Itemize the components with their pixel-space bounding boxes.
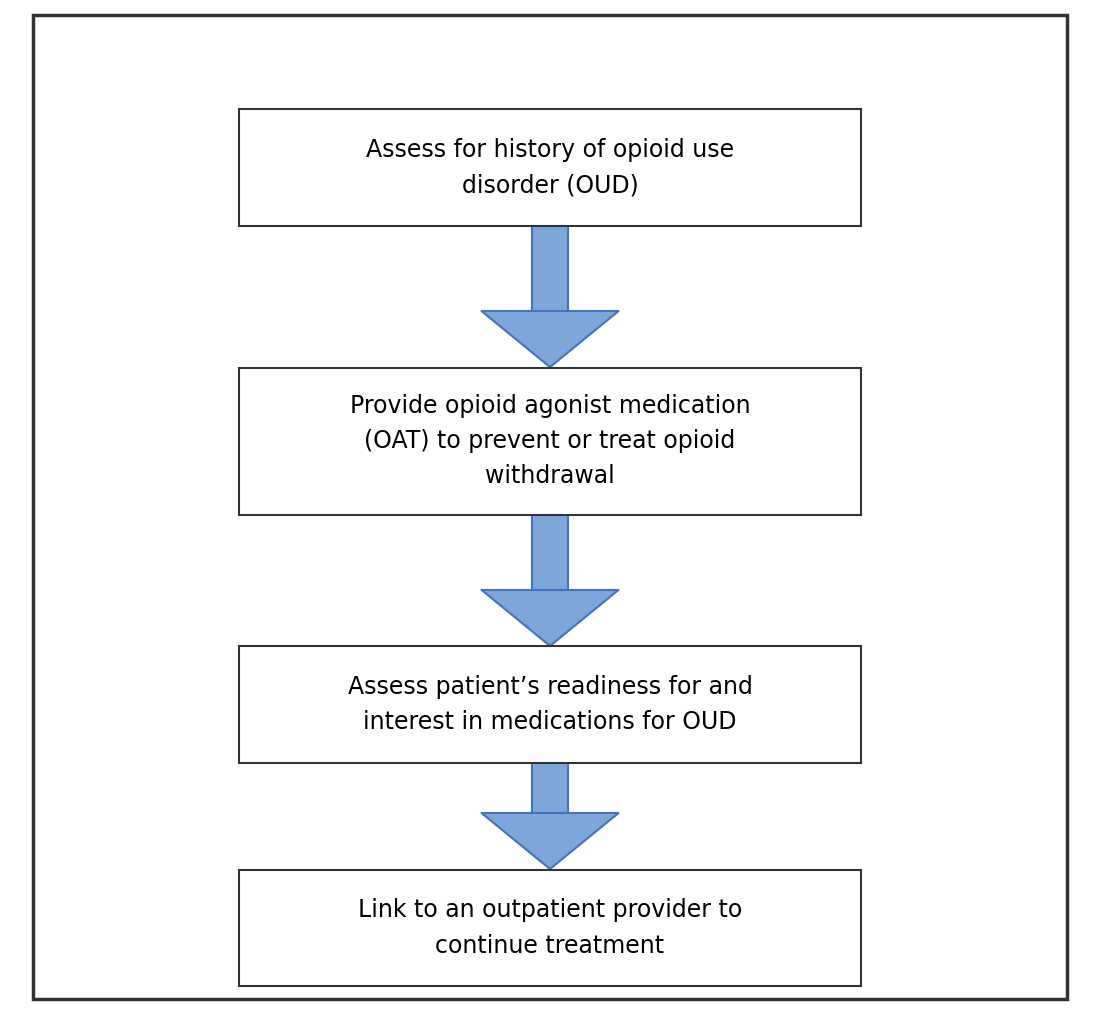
Polygon shape: [482, 813, 618, 869]
Bar: [240, 108, 860, 225]
Bar: [240, 368, 860, 515]
Bar: [532, 763, 568, 813]
Text: Provide opioid agonist medication
(OAT) to prevent or treat opioid
withdrawal: Provide opioid agonist medication (OAT) …: [350, 393, 750, 489]
Polygon shape: [482, 311, 618, 367]
Bar: [532, 225, 568, 311]
Text: Link to an outpatient provider to
continue treatment: Link to an outpatient provider to contin…: [358, 898, 742, 957]
Text: Assess for history of opioid use
disorder (OUD): Assess for history of opioid use disorde…: [366, 138, 734, 197]
Polygon shape: [482, 590, 618, 646]
Text: Assess patient’s readiness for and
interest in medications for OUD: Assess patient’s readiness for and inter…: [348, 675, 752, 734]
Bar: [532, 515, 568, 590]
Bar: [240, 869, 860, 986]
Bar: [240, 647, 860, 763]
